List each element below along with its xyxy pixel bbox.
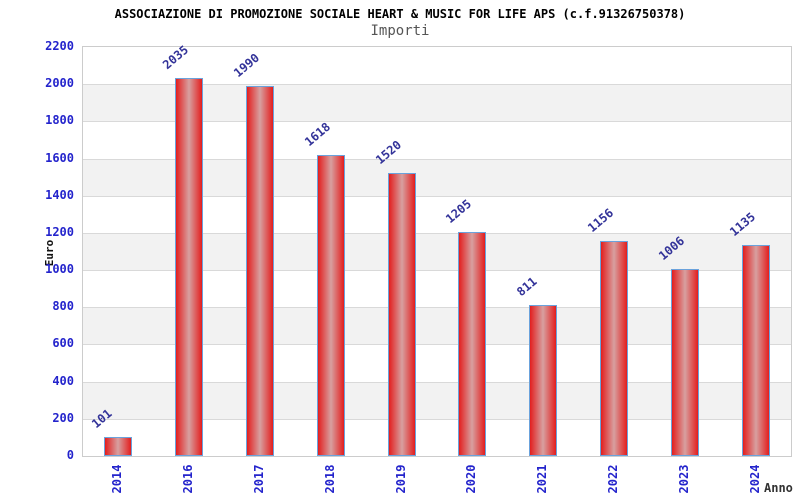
gridline (83, 270, 791, 272)
bar (458, 231, 487, 456)
bar (670, 268, 699, 456)
y-tick-label: 2200 (45, 39, 74, 53)
x-tick-label: 2020 (464, 464, 479, 494)
chart-subtitle: Importi (370, 23, 430, 39)
y-tick-label: 400 (52, 373, 74, 388)
x-tick-label: 2021 (535, 464, 550, 494)
chart-title: ASSOCIAZIONE DI PROMOZIONE SOCIALE HEART… (114, 7, 686, 21)
gridline (83, 344, 791, 346)
y-tick-label: 1000 (45, 262, 74, 277)
plot-area: 101 2035 1990 1618 1520 1205 811 1156 1006 1135 (82, 42, 792, 457)
y-tick-label: 200 (52, 410, 74, 425)
gridline (83, 381, 791, 383)
x-tick-label: 2022 (606, 464, 620, 494)
x-tick-label: 2016 (181, 464, 196, 494)
gridline (83, 158, 791, 160)
bar (600, 241, 628, 456)
bar (104, 437, 133, 456)
y-tick-label: 0 (66, 448, 74, 462)
y-tick-label: 600 (52, 336, 74, 351)
gridline (83, 307, 791, 309)
x-tick-label: 2019 (393, 464, 408, 494)
x-tick-label: 2023 (676, 464, 691, 494)
x-tick-label: 2018 (322, 464, 337, 494)
y-tick-label: 2000 (45, 76, 74, 91)
bar (387, 173, 416, 456)
x-axis-title: Anno (764, 481, 793, 495)
y-tick-label: 1600 (45, 150, 74, 165)
y-tick-label: 800 (52, 299, 74, 314)
x-tick-label: 2024 (747, 464, 762, 494)
bar (529, 305, 558, 456)
y-tick-label: 1800 (45, 113, 74, 128)
gridline (83, 195, 791, 197)
y-tick-label: 1400 (45, 187, 74, 202)
bar (316, 155, 345, 456)
gridline (83, 121, 791, 123)
x-tick-label: 2017 (252, 464, 266, 494)
bar (175, 77, 204, 456)
bar (246, 86, 274, 456)
bar (741, 245, 770, 456)
gridline (83, 232, 791, 234)
x-tick-label: 2014 (110, 464, 125, 494)
gridline (83, 84, 791, 86)
gridline (83, 418, 791, 420)
y-tick-label: 1200 (45, 224, 74, 239)
